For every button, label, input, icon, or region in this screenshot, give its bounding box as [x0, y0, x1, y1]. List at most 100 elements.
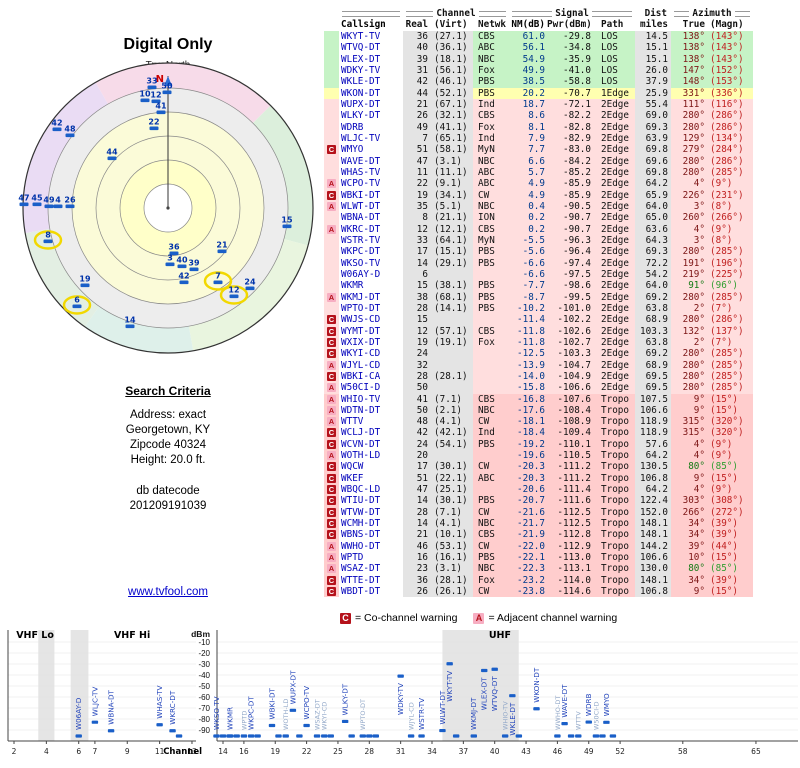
cell-cs[interactable]: WBDT-DT — [339, 586, 403, 598]
cell-cs[interactable]: WYMT-DT — [339, 325, 403, 337]
cell-mi: 63.8 — [635, 336, 671, 349]
co-channel-warning-badge: C — [327, 473, 336, 483]
cell-pa: 2Edge — [601, 348, 629, 360]
cell-w: C — [324, 461, 339, 472]
cell-nm: 0.4 — [528, 200, 545, 212]
cell-cs[interactable]: WAVE-DT — [339, 155, 403, 167]
cell-cs[interactable]: WKYT-TV — [339, 31, 403, 43]
cell-cs[interactable]: WKRC-DT — [339, 223, 403, 235]
cell-cs[interactable]: WSTR-TV — [339, 234, 403, 247]
cell-cs[interactable]: WTIU-DT — [339, 495, 403, 507]
tvfool-link[interactable]: www.tvfool.com — [128, 586, 208, 598]
cell-nw: CW — [478, 461, 490, 473]
cell-nw — [473, 484, 509, 495]
cell-nw: NBC — [478, 200, 495, 212]
station-marker-icon — [19, 202, 29, 207]
dbm-tick-label: -80 — [198, 715, 210, 724]
cell-nm: -5.5 — [522, 234, 545, 246]
cell-cs[interactable]: WCLJ-DT — [339, 427, 403, 439]
cell-cs[interactable]: WKMR — [339, 280, 403, 292]
cell-cs[interactable]: WQCW — [339, 461, 403, 473]
cell-cs[interactable]: WMYO — [339, 144, 403, 156]
cell-cs[interactable]: WKYI-CD — [339, 348, 403, 360]
cell-cs[interactable]: WDRB — [339, 121, 403, 133]
cell-cs[interactable]: WPTD — [339, 552, 403, 564]
cell-cs[interactable]: WBNA-DT — [339, 212, 403, 224]
cell-tr: 9° — [693, 586, 705, 598]
cell-cs[interactable]: WBQC-LD — [339, 484, 403, 496]
cell-cs[interactable]: WLWT-DT — [339, 200, 403, 213]
cell-pa: 2Edge — [601, 257, 629, 269]
cell-cs[interactable]: WJYL-CD — [339, 359, 403, 371]
cell-pw: -41.0 — [563, 64, 591, 76]
cell-cs[interactable]: WTTV — [339, 416, 403, 428]
cell-cs[interactable]: WBKI-DT — [339, 189, 403, 201]
table-row: C WBNS-DT 21 (10.1) CBS -21.9 -112.8 Tropo 148.1… — [324, 529, 753, 541]
cell-tr: 2° — [693, 302, 705, 314]
cell-cs[interactable]: WKON-DT — [339, 87, 403, 99]
cell-nw: NBC — [478, 155, 495, 167]
cell-re: 41 — [403, 393, 431, 405]
cell-cs[interactable]: WLKY-DT — [339, 110, 403, 122]
cell-w: C — [324, 337, 339, 348]
station-marker-icon — [245, 286, 255, 291]
cell-cs[interactable]: WHIO-TV — [339, 393, 403, 405]
cell-cs[interactable]: WUPX-DT — [339, 98, 403, 111]
cell-cs[interactable]: WLJC-TV — [339, 132, 403, 145]
cell-cs[interactable]: WPTO-DT — [339, 302, 403, 315]
cell-mg: (143°) — [710, 42, 744, 54]
cell-mi: 63.6 — [635, 223, 671, 235]
cell-cs[interactable]: WCVN-DT — [339, 438, 403, 451]
cell-cs[interactable]: WWJS-CD — [339, 314, 403, 326]
table-row: WSTR-TV 33 (64.1) MyN -5.5 -96.3 2Edge 64.3 3° (8… — [324, 234, 753, 247]
channel-tick-label: 52 — [615, 747, 625, 756]
cell-cs[interactable]: WLEX-DT — [339, 53, 403, 65]
cell-cs[interactable]: WHAS-TV — [339, 166, 403, 179]
cell-vi: (28.1) — [431, 370, 473, 383]
cell-cs[interactable]: WWHO-DT — [339, 540, 403, 553]
cell-w: C — [324, 190, 339, 201]
cell-pa: Tropo — [601, 404, 629, 416]
cell-cs[interactable]: WDKY-TV — [339, 64, 403, 77]
cell-cs[interactable]: WKLE-DT — [339, 76, 403, 88]
cell-cs[interactable]: WKMJ-DT — [339, 291, 403, 303]
cell-re: 12 — [403, 325, 431, 337]
table-row: WKON-DT 44 (52.1) PBS 20.2 -70.7 1Edge 25.9 331°… — [324, 87, 753, 99]
cell-cs[interactable]: WOTH-LD — [339, 450, 403, 462]
cell-cs[interactable]: WKEF — [339, 472, 403, 485]
cell-cs[interactable]: W50CI-D — [339, 382, 403, 394]
x-axis-label: Channel — [163, 747, 202, 757]
signal-marker-icon — [366, 734, 373, 738]
cell-cs[interactable]: W06AY-D — [339, 268, 403, 281]
cell-tr: 4° — [693, 484, 705, 496]
cell-pw: -96.3 — [563, 234, 591, 246]
cell-cs[interactable]: WTVQ-DT — [339, 42, 403, 54]
dbm-tick-label: -20 — [198, 649, 210, 658]
cell-cs[interactable]: WCPO-TV — [339, 178, 403, 190]
signal-station-label: WKYI-CD — [321, 702, 329, 730]
signal-station-label: WTTV — [575, 711, 583, 730]
cell-cs[interactable]: WDTN-DT — [339, 404, 403, 417]
cell-vi: (38.1) — [431, 280, 473, 292]
cell-cs[interactable]: WXIX-DT — [339, 336, 403, 349]
cell-cs[interactable]: WSAZ-DT — [339, 563, 403, 575]
cell-cs[interactable]: WBNS-DT — [339, 529, 403, 541]
cell-nm: 56.1 — [522, 42, 545, 54]
cell-mg: (285°) — [710, 370, 744, 382]
radar-channel-label: 47 — [18, 194, 29, 203]
cell-mg: (231°) — [710, 189, 744, 201]
cell-mi: 148.1 — [635, 529, 671, 541]
cell-cs[interactable]: WTVW-DT — [339, 506, 403, 519]
channel-tick-label: 28 — [365, 747, 375, 756]
cell-cs[interactable]: WTTE-DT — [339, 574, 403, 587]
cell-re: 14 — [403, 257, 431, 269]
cell-nw — [473, 269, 509, 280]
station-marker-icon — [213, 280, 223, 285]
cell-cs[interactable]: WCMH-DT — [339, 518, 403, 530]
cell-nw: ABC — [478, 178, 495, 190]
cell-cs[interactable]: WKSO-TV — [339, 257, 403, 269]
cell-cs[interactable]: WBKI-CA — [339, 370, 403, 383]
cell-vi: (3.1) — [431, 563, 473, 575]
cell-cs[interactable]: WKPC-DT — [339, 246, 403, 258]
radar-channel-label: 45 — [31, 194, 43, 203]
